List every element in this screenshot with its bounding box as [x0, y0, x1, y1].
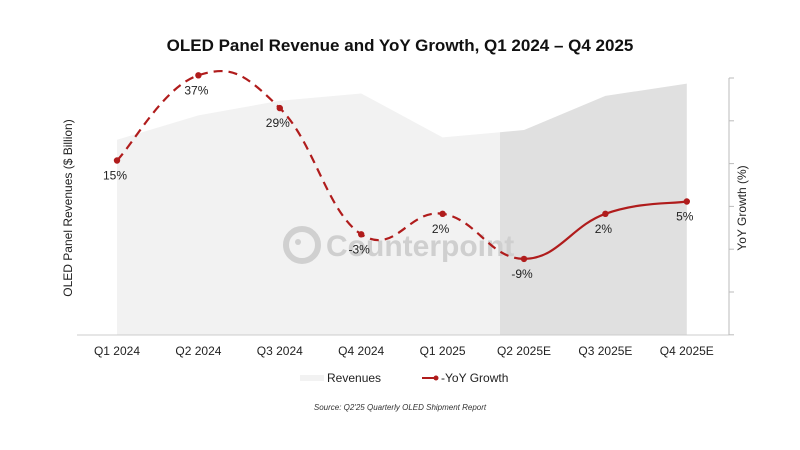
- growth-data-label: 2%: [595, 222, 613, 236]
- growth-data-label: 15%: [103, 169, 127, 183]
- growth-point: [602, 210, 609, 217]
- y-axis-right-label: YoY Growth (%): [735, 165, 749, 250]
- growth-point: [195, 72, 202, 79]
- x-tick-label: Q1 2024: [94, 344, 140, 358]
- source-note: Source: Q2'25 Quarterly OLED Shipment Re…: [314, 403, 487, 412]
- revenue-area-actual: [117, 93, 500, 335]
- x-tick-label: Q2 2025E: [497, 344, 551, 358]
- growth-data-label: -9%: [511, 267, 533, 281]
- growth-point: [358, 231, 365, 238]
- growth-data-label: -3%: [349, 242, 371, 256]
- x-tick-label: Q2 2024: [175, 344, 221, 358]
- x-tick-label: Q3 2024: [257, 344, 303, 358]
- legend-revenues-swatch: [300, 375, 324, 381]
- x-tick-label: Q4 2024: [338, 344, 384, 358]
- legend-revenues-label: Revenues: [327, 371, 381, 385]
- chart-title: OLED Panel Revenue and YoY Growth, Q1 20…: [166, 36, 634, 55]
- growth-point: [113, 157, 121, 164]
- watermark: Counterpoint: [283, 226, 514, 264]
- growth-point: [439, 210, 446, 217]
- watermark-logo-icon: [283, 226, 321, 264]
- y-axis-left-label: OLED Panel Revenues ($ Billion): [61, 119, 75, 296]
- growth-data-label: 37%: [184, 83, 208, 97]
- x-tick-label: Q1 2025: [420, 344, 466, 358]
- revenue-area-forecast: [500, 83, 687, 336]
- growth-data-label: 2%: [432, 222, 450, 236]
- growth-data-label: 29%: [266, 116, 290, 130]
- growth-point: [520, 255, 528, 263]
- growth-point: [276, 104, 283, 112]
- legend-growth-marker: [433, 375, 439, 381]
- x-tick-label: Q3 2025E: [578, 344, 632, 358]
- x-tick-label: Q4 2025E: [660, 344, 714, 358]
- watermark-text: Counterpoint: [326, 230, 514, 263]
- growth-line-actual: [116, 70, 525, 260]
- growth-point: [683, 198, 690, 205]
- growth-data-label: 5%: [676, 210, 694, 224]
- legend-growth-label: -YoY Growth: [441, 371, 508, 385]
- legend: Revenues -YoY Growth: [300, 371, 508, 385]
